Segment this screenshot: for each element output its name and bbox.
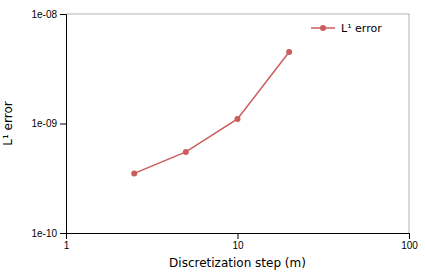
x-tick: 1 xyxy=(64,233,70,251)
x-tick-mark xyxy=(238,233,239,239)
point xyxy=(131,170,137,176)
x-axis-line xyxy=(67,234,410,240)
y-tick-mark xyxy=(60,124,66,125)
point xyxy=(183,149,189,155)
legend: L¹ error xyxy=(311,22,382,35)
x-tick-label: 1 xyxy=(64,240,70,251)
x-tick: 10 xyxy=(232,233,244,251)
frame-right xyxy=(409,14,410,233)
point xyxy=(286,49,292,55)
y-tick-mark xyxy=(60,14,66,15)
legend-item: L¹ error xyxy=(311,22,382,35)
y-tick: 1e-10 xyxy=(31,228,66,239)
plot: 1 10 100 1e-10 1e-09 1e-08 Discretization step… xyxy=(1,9,418,270)
legend-label: L¹ error xyxy=(341,22,382,35)
x-tick-label: 10 xyxy=(232,240,244,251)
line xyxy=(134,52,289,173)
legend-marker xyxy=(320,25,326,31)
y-tick: 1e-08 xyxy=(31,9,66,20)
x-axis: 1 10 100 xyxy=(64,233,419,251)
y-tick: 1e-09 xyxy=(31,118,66,129)
chart: 1 10 100 1e-10 1e-09 1e-08 Discretization step… xyxy=(0,0,425,275)
x-tick-label: 100 xyxy=(401,240,418,251)
x-axis-title: Discretization step (m) xyxy=(169,256,306,270)
x-tick-mark xyxy=(409,233,410,239)
marks xyxy=(131,49,292,176)
frame-top xyxy=(66,14,409,15)
x-tick: 100 xyxy=(401,233,418,251)
y-axis-line xyxy=(60,15,67,234)
y-axis: 1e-10 1e-09 1e-08 xyxy=(31,9,66,239)
y-axis-title: L¹ error xyxy=(1,101,15,145)
point xyxy=(235,116,241,122)
y-tick-mark xyxy=(60,233,66,234)
y-tick-label: 1e-09 xyxy=(31,118,57,129)
y-tick-label: 1e-10 xyxy=(31,228,57,239)
y-tick-label: 1e-08 xyxy=(31,9,57,20)
